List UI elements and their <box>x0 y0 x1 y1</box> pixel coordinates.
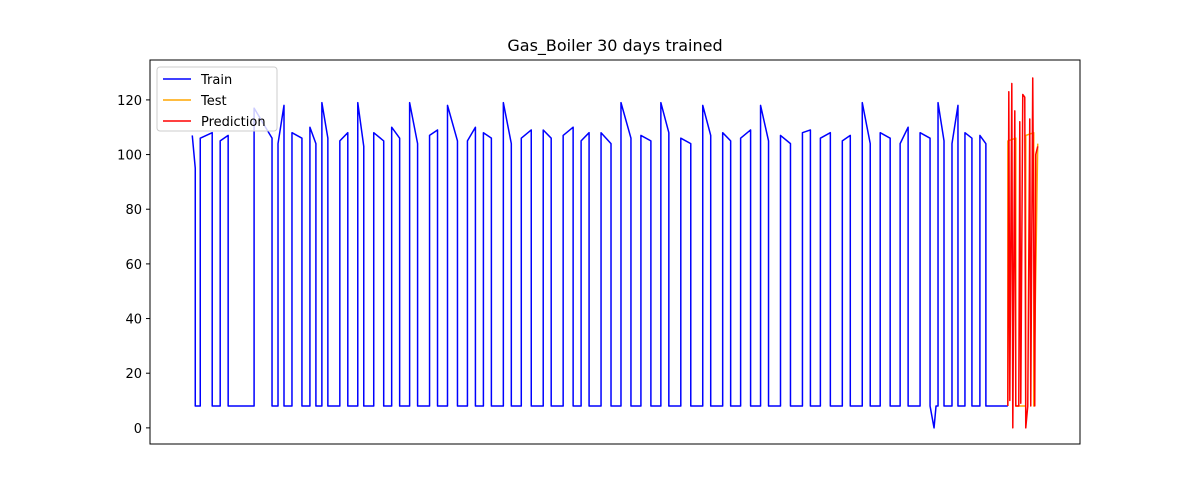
y-tick-label: 40 <box>125 313 142 328</box>
y-tick-label: 60 <box>125 258 142 273</box>
plot-frame <box>149 59 1081 445</box>
legend-label: Train <box>200 73 232 88</box>
y-tick-label: 120 <box>117 94 142 109</box>
y-tick-label: 100 <box>117 149 142 164</box>
series-line <box>191 101 1008 429</box>
y-tick-label: 0 <box>134 422 142 437</box>
y-tick-label: 20 <box>125 367 142 382</box>
y-tick-label: 80 <box>125 203 142 218</box>
legend-label: Prediction <box>201 115 266 130</box>
series-line <box>1007 77 1039 429</box>
legend: Train Test Prediction <box>156 66 278 132</box>
legend-box <box>156 66 278 132</box>
chart-title: Gas_Boiler 30 days trained <box>507 36 722 56</box>
legend-label: Test <box>200 94 227 109</box>
